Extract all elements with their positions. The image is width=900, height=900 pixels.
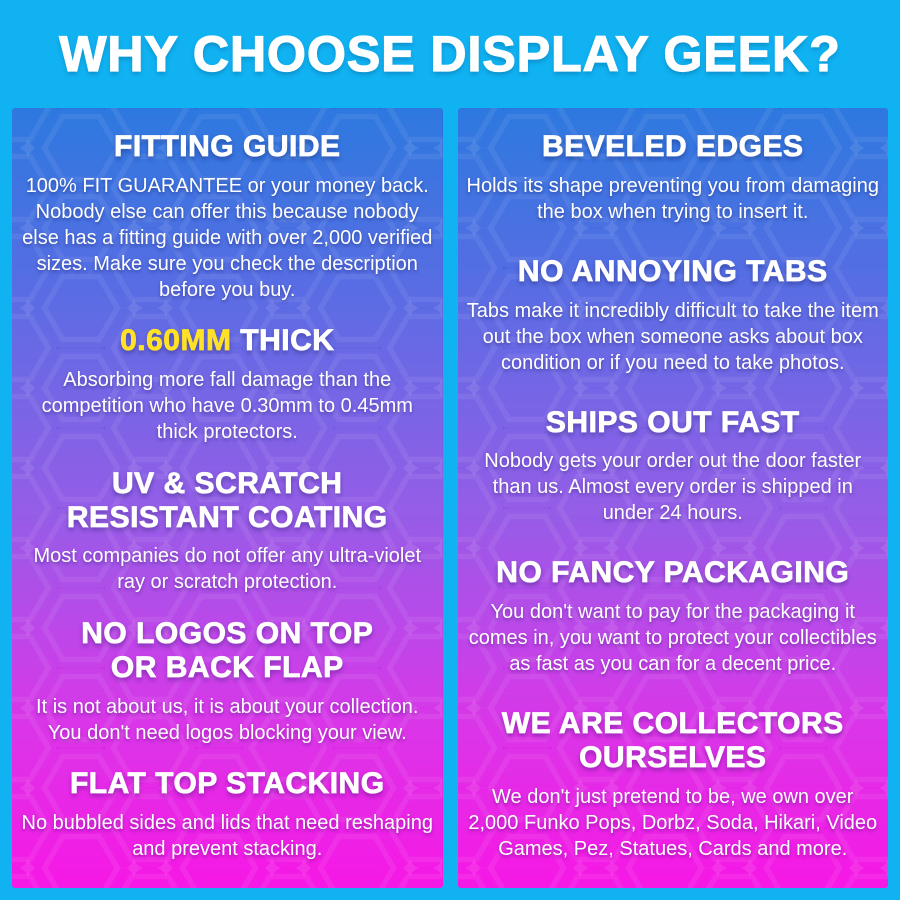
feature-beveled-edges: BEVELED EDGES Holds its shape preventing… — [466, 130, 881, 225]
feature-heading: WE ARE COLLECTORS OURSELVES — [501, 707, 844, 775]
feature-flat-top-stacking: FLAT TOP STACKING No bubbled sides and l… — [20, 767, 435, 862]
feature-body: You don't want to pay for the packaging … — [468, 601, 877, 676]
page-title: WHY CHOOSE DISPLAY GEEK? — [59, 25, 841, 82]
right-panel: BEVELED EDGES Holds its shape preventing… — [457, 108, 889, 888]
feature-body: Absorbing more fall damage than the comp… — [41, 369, 413, 444]
feature-ships-out-fast: SHIPS OUT FAST Nobody gets your order ou… — [466, 405, 881, 527]
feature-fitting-guide: FITTING GUIDE 100% FIT GUARANTEE or your… — [20, 130, 435, 303]
feature-body: 100% FIT GUARANTEE or your money back. N… — [22, 174, 433, 301]
feature-no-logos: NO LOGOS ON TOP OR BACK FLAP It is not a… — [20, 616, 435, 746]
feature-uv-scratch-coating: UV & SCRATCH RESISTANT COATING Most comp… — [20, 466, 435, 596]
feature-body: Tabs make it incredibly difficult to tak… — [466, 299, 879, 374]
feature-body: It is not about us, it is about your col… — [36, 695, 419, 744]
left-panel-content: FITTING GUIDE 100% FIT GUARANTEE or your… — [12, 108, 443, 888]
feature-body: No bubbled sides and lids that need resh… — [21, 811, 433, 860]
feature-body: Most companies do not offer any ultra-vi… — [33, 545, 422, 594]
feature-thickness: 0.60MM THICK Absorbing more fall damage … — [20, 324, 435, 445]
feature-no-annoying-tabs: NO ANNOYING TABS Tabs make it incredibly… — [466, 254, 881, 376]
feature-collectors-ourselves: WE ARE COLLECTORS OURSELVES We don't jus… — [466, 707, 881, 862]
left-panel: FITTING GUIDE 100% FIT GUARANTEE or your… — [12, 108, 443, 888]
feature-heading: BEVELED EDGES — [541, 130, 804, 164]
right-panel-content: BEVELED EDGES Holds its shape preventing… — [458, 108, 889, 888]
thickness-label: THICK — [231, 324, 335, 358]
feature-body: We don't just pretend to be, we own over… — [468, 785, 878, 860]
feature-heading: NO LOGOS ON TOP OR BACK FLAP — [81, 616, 374, 684]
feature-body: Nobody gets your order out the door fast… — [484, 450, 862, 525]
feature-no-fancy-packaging: NO FANCY PACKAGING You don't want to pay… — [466, 556, 881, 677]
thickness-value-highlight: 0.60MM — [120, 324, 232, 358]
feature-body: Holds its shape preventing you from dama… — [466, 174, 879, 223]
feature-heading: NO ANNOYING TABS — [517, 254, 828, 288]
feature-columns: FITTING GUIDE 100% FIT GUARANTEE or your… — [0, 108, 900, 900]
feature-heading: FLAT TOP STACKING — [69, 767, 385, 801]
header: WHY CHOOSE DISPLAY GEEK? — [0, 0, 900, 108]
feature-heading: SHIPS OUT FAST — [545, 405, 800, 439]
feature-heading: FITTING GUIDE — [114, 130, 341, 164]
feature-heading: 0.60MM THICK — [20, 324, 435, 358]
feature-heading: NO FANCY PACKAGING — [496, 556, 850, 590]
feature-heading: UV & SCRATCH RESISTANT COATING — [66, 466, 388, 534]
